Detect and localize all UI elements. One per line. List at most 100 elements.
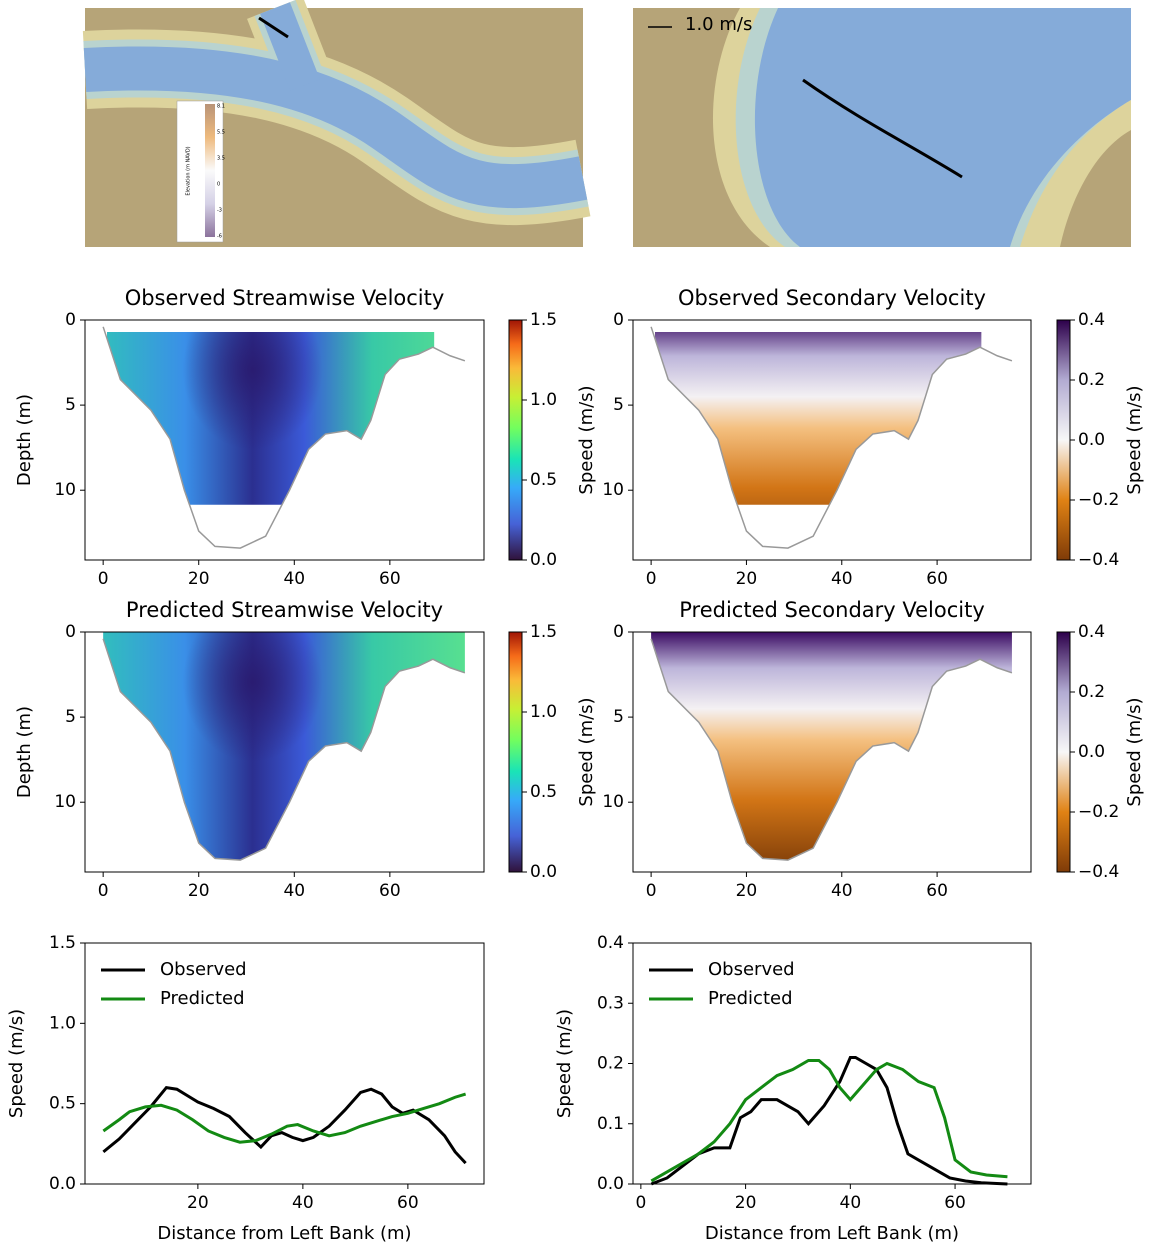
y-tick-label: 5	[613, 707, 624, 727]
map-colorbar-tick: 0	[217, 182, 220, 188]
colorbar-tick-label: 0.5	[530, 470, 557, 490]
colorbar-tick-label: 0.0	[530, 862, 557, 882]
panel: Observed Streamwise Velocity 0.0 0.5 1.0 1.5…	[14, 286, 597, 589]
panel: Observed Secondary Velocity −0.4 −0.2 0.0 0.…	[602, 286, 1145, 589]
y-tick-label: 0.2	[597, 1054, 624, 1074]
y-axis-label: Speed (m/s)	[554, 1009, 575, 1118]
colorbar-tick-label: 1.0	[530, 390, 557, 410]
panel: Predicted Streamwise Velocity 0.0 0.5 1.0 1.…	[14, 598, 597, 901]
bed-line	[102, 638, 466, 861]
bed-line	[650, 638, 1013, 861]
y-tick-label: 1.5	[49, 933, 76, 953]
colorbar-tick-label: −0.4	[1078, 550, 1119, 570]
bed-line	[650, 326, 1013, 549]
y-tick-label: 5	[65, 395, 76, 415]
axes-frame	[632, 631, 1032, 873]
bed-line	[102, 326, 466, 549]
y-tick-label: 10	[54, 480, 76, 500]
x-tick-label: 60	[379, 881, 401, 901]
line-series	[102, 1092, 467, 1144]
map-colorbar-tick: 3.5	[217, 156, 225, 162]
x-tick-label: 20	[735, 1193, 757, 1213]
axes-frame	[632, 942, 1032, 1185]
field-fill	[651, 632, 1012, 861]
y-tick-label: 0	[613, 622, 624, 642]
y-axis-label: Depth (m)	[14, 706, 35, 798]
field-blob	[182, 632, 323, 762]
colorbar-tick-label: 0.4	[1078, 310, 1105, 330]
y-tick-label: 0	[613, 310, 624, 330]
map-colorbar-tick: 8.1	[217, 104, 225, 110]
colorbar	[508, 319, 523, 561]
y-tick-label: 0.0	[49, 1174, 76, 1194]
colorbar-tick-label: 0.0	[1078, 742, 1105, 762]
map-colorbar-label: Elevation (m NAVD)	[186, 146, 192, 195]
y-tick-label: 0	[65, 310, 76, 330]
x-tick-label: 20	[187, 1193, 209, 1213]
field	[655, 332, 982, 505]
x-tick-label: 40	[283, 569, 305, 589]
colorbar-tick-label: −0.2	[1078, 802, 1119, 822]
axes-frame	[84, 631, 485, 873]
line-series	[650, 1058, 1008, 1183]
colorbar-label: Speed (m/s)	[1124, 385, 1145, 494]
x-tick-label: 40	[840, 1193, 862, 1213]
y-tick-label: 0	[65, 622, 76, 642]
y-tick-label: 0.5	[49, 1094, 76, 1114]
panel: Observed Predicted 0.0 0.1 0.2 0.3 0.4 Distance…	[554, 933, 1032, 1244]
field	[651, 632, 1012, 861]
colorbar-tick-label: 0.0	[530, 550, 557, 570]
colorbar-label: Speed (m/s)	[576, 385, 597, 494]
field	[107, 332, 435, 505]
colorbar-tick-label: 0.4	[1078, 622, 1105, 642]
legend-label: Observed	[708, 959, 795, 980]
map-left: Elevation (m NAVD)	[82, 0, 591, 247]
x-tick-label: 60	[926, 569, 948, 589]
x-tick-label: 60	[926, 881, 948, 901]
field-fill	[655, 332, 982, 505]
colorbar-tick-label: −0.2	[1078, 490, 1119, 510]
x-tick-label: 60	[397, 1193, 419, 1213]
x-axis-label: Distance from Left Bank (m)	[705, 1223, 959, 1244]
y-tick-label: 0.4	[597, 933, 624, 953]
field-blob	[182, 332, 323, 450]
panel: Observed Predicted 0.0 0.5 1.0 1.5 Distance fr…	[6, 933, 485, 1244]
x-tick-label: 0	[646, 569, 657, 589]
field	[655, 332, 982, 505]
colorbar-tick-label: 1.0	[530, 702, 557, 722]
chart-title: Observed Streamwise Velocity	[125, 286, 445, 310]
line-series	[650, 1055, 1008, 1186]
chart-title: Observed Secondary Velocity	[678, 286, 986, 310]
axes-frame	[84, 319, 485, 561]
legend-label: Observed	[160, 959, 247, 980]
x-tick-label: 20	[736, 881, 758, 901]
y-tick-label: 1.0	[49, 1013, 76, 1033]
line-series	[102, 1085, 467, 1165]
scale-label: 1.0 m/s	[685, 14, 752, 35]
y-tick-label: 10	[602, 480, 624, 500]
field	[103, 632, 465, 861]
colorbar-tick-label: 1.5	[530, 310, 557, 330]
x-tick-label: 0	[98, 569, 109, 589]
x-tick-label: 0	[635, 1193, 646, 1213]
chart-title: Predicted Secondary Velocity	[679, 598, 985, 622]
colorbar	[1056, 631, 1071, 873]
colorbar-tick-label: 1.5	[530, 622, 557, 642]
colorbar-tick-label: −0.4	[1078, 862, 1119, 882]
map-colorbar-tick: -6	[217, 234, 222, 240]
map-colorbar-tick: 5.5	[217, 130, 225, 136]
x-tick-label: 60	[944, 1193, 966, 1213]
colorbar-label: Speed (m/s)	[576, 697, 597, 806]
x-tick-label: 0	[98, 881, 109, 901]
panel: Predicted Secondary Velocity −0.4 −0.2 0.0 0…	[602, 598, 1145, 901]
chart-title: Predicted Streamwise Velocity	[126, 598, 443, 622]
y-tick-label: 10	[54, 792, 76, 812]
x-tick-label: 40	[283, 881, 305, 901]
x-tick-label: 20	[736, 569, 758, 589]
colorbar-tick-label: 0.0	[1078, 430, 1105, 450]
x-tick-label: 40	[831, 569, 853, 589]
x-tick-label: 20	[188, 881, 210, 901]
x-tick-label: 20	[188, 569, 210, 589]
y-tick-label: 5	[613, 395, 624, 415]
y-axis-label: Depth (m)	[14, 394, 35, 486]
